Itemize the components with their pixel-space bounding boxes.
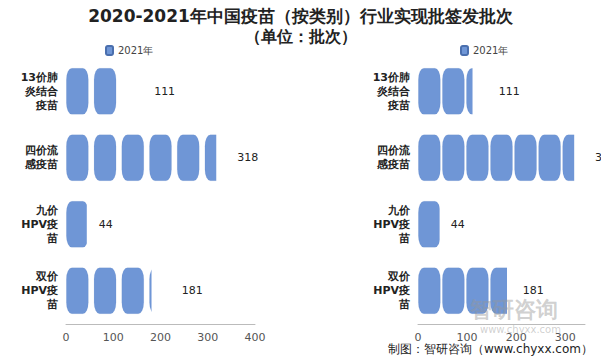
svg-text:疫苗: 疫苗 xyxy=(35,99,58,112)
svg-text:400: 400 xyxy=(245,331,266,344)
svg-text:200: 200 xyxy=(150,331,171,344)
svg-text:318: 318 xyxy=(595,151,601,164)
svg-text:100: 100 xyxy=(456,331,478,344)
svg-text:制图：智研咨询（www.chyxx.com）: 制图：智研咨询（www.chyxx.com） xyxy=(388,342,593,356)
svg-text:HPV疫: HPV疫 xyxy=(21,284,58,297)
svg-text:九价: 九价 xyxy=(35,204,59,217)
svg-text:苗: 苗 xyxy=(46,232,58,245)
svg-text:九价: 九价 xyxy=(387,204,411,217)
svg-text:100: 100 xyxy=(103,331,124,344)
svg-text:双价: 双价 xyxy=(387,270,411,283)
svg-text:111: 111 xyxy=(154,85,175,98)
svg-text:四价流: 四价流 xyxy=(377,144,411,157)
svg-text:苗: 苗 xyxy=(398,298,410,311)
svg-text:0: 0 xyxy=(414,331,422,344)
svg-text:www.chyxx.com: www.chyxx.com xyxy=(480,324,561,335)
svg-text:300: 300 xyxy=(197,331,218,344)
svg-text:181: 181 xyxy=(523,284,544,297)
svg-text:炎结合: 炎结合 xyxy=(24,85,59,98)
svg-text:44: 44 xyxy=(451,218,465,231)
svg-text:苗: 苗 xyxy=(46,298,58,311)
svg-text:318: 318 xyxy=(237,151,258,164)
svg-text:13价肺: 13价肺 xyxy=(21,71,58,84)
svg-text:HPV疫: HPV疫 xyxy=(373,218,410,231)
svg-text:2020-2021年中国疫苗（按类别）行业实现批签发批次: 2020-2021年中国疫苗（按类别）行业实现批签发批次 xyxy=(88,6,514,26)
svg-text:（单位：批次）: （单位：批次） xyxy=(245,27,357,46)
svg-text:感疫苗: 感疫苗 xyxy=(376,158,410,171)
svg-text:2021年: 2021年 xyxy=(118,45,153,56)
svg-text:四价流: 四价流 xyxy=(25,144,59,157)
svg-text:苗: 苗 xyxy=(398,232,410,245)
svg-text:HPV疫: HPV疫 xyxy=(21,218,58,231)
svg-text:疫苗: 疫苗 xyxy=(387,99,410,112)
svg-text:181: 181 xyxy=(182,284,203,297)
svg-text:智研咨询: 智研咨询 xyxy=(469,297,558,322)
svg-text:13价肺: 13价肺 xyxy=(373,71,410,84)
svg-text:0: 0 xyxy=(63,331,70,344)
svg-text:111: 111 xyxy=(499,85,520,98)
svg-text:HPV疫: HPV疫 xyxy=(373,284,410,297)
svg-text:2021年: 2021年 xyxy=(473,45,508,56)
svg-text:炎结合: 炎结合 xyxy=(376,85,411,98)
svg-text:感疫苗: 感疫苗 xyxy=(24,158,58,171)
svg-text:44: 44 xyxy=(99,218,113,231)
svg-text:双价: 双价 xyxy=(35,270,59,283)
